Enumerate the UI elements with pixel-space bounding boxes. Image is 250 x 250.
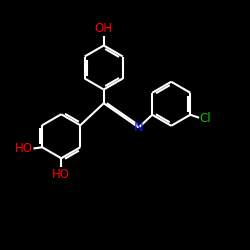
Text: HO: HO [15, 142, 33, 155]
Text: Cl: Cl [200, 112, 211, 125]
Text: N: N [134, 121, 143, 134]
Text: HO: HO [52, 168, 70, 181]
Text: OH: OH [95, 22, 113, 35]
